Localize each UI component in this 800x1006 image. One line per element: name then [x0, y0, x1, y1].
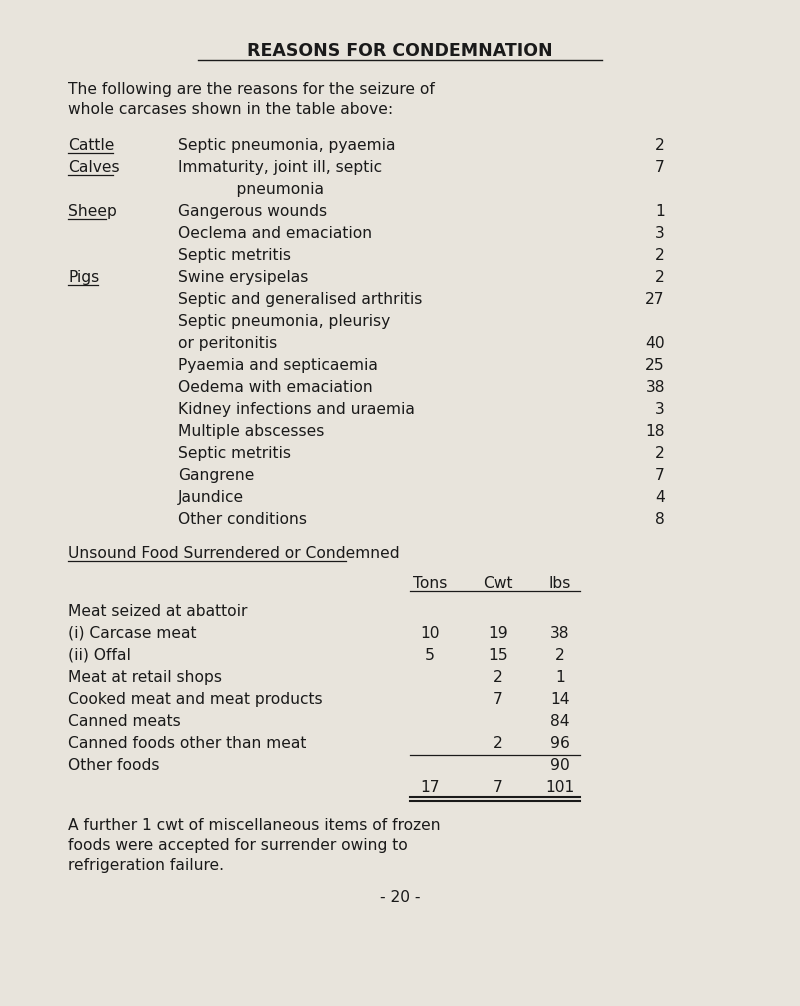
Text: Other foods: Other foods: [68, 758, 159, 773]
Text: The following are the reasons for the seizure of: The following are the reasons for the se…: [68, 82, 435, 97]
Text: Canned meats: Canned meats: [68, 714, 181, 729]
Text: 2: 2: [655, 270, 665, 285]
Text: - 20 -: - 20 -: [380, 890, 420, 905]
Text: Gangerous wounds: Gangerous wounds: [178, 204, 327, 219]
Text: Swine erysipelas: Swine erysipelas: [178, 270, 308, 285]
Text: 1: 1: [555, 670, 565, 685]
Text: Other conditions: Other conditions: [178, 512, 307, 527]
Text: (i) Carcase meat: (i) Carcase meat: [68, 626, 197, 641]
Text: 96: 96: [550, 736, 570, 751]
Text: Multiple abscesses: Multiple abscesses: [178, 424, 324, 439]
Text: 14: 14: [550, 692, 570, 707]
Text: 2: 2: [655, 446, 665, 461]
Text: 25: 25: [646, 358, 665, 373]
Text: 7: 7: [655, 160, 665, 175]
Text: Kidney infections and uraemia: Kidney infections and uraemia: [178, 402, 415, 417]
Text: 2: 2: [493, 670, 503, 685]
Text: Oeclema and emaciation: Oeclema and emaciation: [178, 226, 372, 241]
Text: Cooked meat and meat products: Cooked meat and meat products: [68, 692, 322, 707]
Text: 38: 38: [646, 380, 665, 395]
Text: 2: 2: [493, 736, 503, 751]
Text: A further 1 cwt of miscellaneous items of frozen: A further 1 cwt of miscellaneous items o…: [68, 818, 441, 833]
Text: Immaturity, joint ill, septic: Immaturity, joint ill, septic: [178, 160, 382, 175]
Text: Gangrene: Gangrene: [178, 468, 254, 483]
Text: 3: 3: [655, 402, 665, 417]
Text: Septic pneumonia, pyaemia: Septic pneumonia, pyaemia: [178, 138, 395, 153]
Text: Septic metritis: Septic metritis: [178, 446, 291, 461]
Text: 10: 10: [420, 626, 440, 641]
Text: Unsound Food Surrendered or Condemned: Unsound Food Surrendered or Condemned: [68, 546, 400, 561]
Text: refrigeration failure.: refrigeration failure.: [68, 858, 224, 873]
Text: Pyaemia and septicaemia: Pyaemia and septicaemia: [178, 358, 378, 373]
Text: Meat at retail shops: Meat at retail shops: [68, 670, 222, 685]
Text: 27: 27: [646, 292, 665, 307]
Text: Septic pneumonia, pleurisy: Septic pneumonia, pleurisy: [178, 314, 390, 329]
Text: lbs: lbs: [549, 576, 571, 591]
Text: 84: 84: [550, 714, 570, 729]
Text: 2: 2: [655, 248, 665, 263]
Text: Tons: Tons: [413, 576, 447, 591]
Text: 38: 38: [550, 626, 570, 641]
Text: 17: 17: [420, 780, 440, 795]
Text: 7: 7: [493, 692, 503, 707]
Text: 2: 2: [555, 648, 565, 663]
Text: 15: 15: [488, 648, 508, 663]
Text: 18: 18: [646, 424, 665, 439]
Text: Jaundice: Jaundice: [178, 490, 244, 505]
Text: Pigs: Pigs: [68, 270, 99, 285]
Text: 7: 7: [655, 468, 665, 483]
Text: 1: 1: [655, 204, 665, 219]
Text: Oedema with emaciation: Oedema with emaciation: [178, 380, 373, 395]
Text: 101: 101: [546, 780, 574, 795]
Text: whole carcases shown in the table above:: whole carcases shown in the table above:: [68, 102, 393, 117]
Text: 8: 8: [655, 512, 665, 527]
Text: 7: 7: [493, 780, 503, 795]
Text: 40: 40: [646, 336, 665, 351]
Text: pneumonia: pneumonia: [178, 182, 324, 197]
Text: 19: 19: [488, 626, 508, 641]
Text: Canned foods other than meat: Canned foods other than meat: [68, 736, 306, 751]
Text: REASONS FOR CONDEMNATION: REASONS FOR CONDEMNATION: [247, 42, 553, 60]
Text: foods were accepted for surrender owing to: foods were accepted for surrender owing …: [68, 838, 408, 853]
Text: 2: 2: [655, 138, 665, 153]
Text: Septic and generalised arthritis: Septic and generalised arthritis: [178, 292, 422, 307]
Text: Septic metritis: Septic metritis: [178, 248, 291, 263]
Text: 4: 4: [655, 490, 665, 505]
Text: or peritonitis: or peritonitis: [178, 336, 278, 351]
Text: Sheep: Sheep: [68, 204, 117, 219]
Text: 5: 5: [425, 648, 435, 663]
Text: Cattle: Cattle: [68, 138, 114, 153]
Text: Meat seized at abattoir: Meat seized at abattoir: [68, 604, 247, 619]
Text: (ii) Offal: (ii) Offal: [68, 648, 131, 663]
Text: 3: 3: [655, 226, 665, 241]
Text: Cwt: Cwt: [483, 576, 513, 591]
Text: Calves: Calves: [68, 160, 120, 175]
Text: 90: 90: [550, 758, 570, 773]
